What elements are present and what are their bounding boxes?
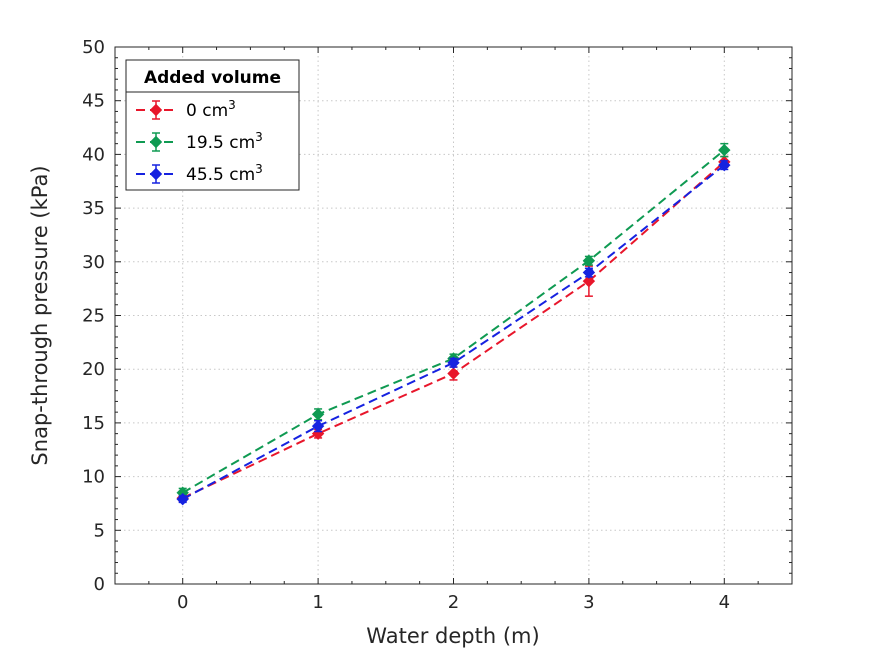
legend-label: 0 cm3 [186, 98, 236, 121]
y-tick-label: 25 [82, 306, 105, 327]
data-point [176, 492, 189, 506]
y-tick-label: 15 [82, 413, 105, 434]
y-tick-label: 45 [82, 91, 105, 112]
data-point [718, 143, 731, 157]
y-axis-title: Snap-through pressure (kPa) [28, 165, 52, 465]
series-line [182, 164, 725, 501]
y-tick-label: 30 [82, 252, 105, 273]
y-tick-label: 35 [82, 198, 105, 219]
legend-marker [149, 103, 163, 117]
legend-marker [149, 135, 163, 149]
x-tick-label: 3 [583, 592, 594, 613]
legend-label: 19.5 cm3 [186, 130, 263, 153]
legend-title: Added volume [144, 68, 281, 88]
legend-entry-2: 45.5 cm3 [136, 162, 263, 185]
legend-superscript: 3 [228, 98, 236, 112]
y-tick-label: 10 [82, 467, 105, 488]
x-tick-label: 2 [448, 592, 459, 613]
legend-entry-1: 19.5 cm3 [136, 130, 263, 153]
x-tick-label: 0 [177, 592, 188, 613]
legend-label: 45.5 cm3 [186, 162, 263, 185]
legend-box [125, 59, 300, 191]
x-axis-title: Water depth (m) [366, 624, 539, 648]
data-point [447, 367, 460, 380]
legend-marker [149, 167, 163, 181]
data-point [311, 408, 325, 421]
x-tick-label: 1 [312, 592, 323, 613]
data-point [582, 274, 596, 288]
y-tick-label: 0 [94, 574, 105, 595]
series-layer [176, 142, 731, 506]
legend-entry-0: 0 cm3 [136, 98, 236, 121]
legend-superscript: 3 [255, 162, 263, 176]
y-tick-label: 40 [82, 144, 105, 165]
x-tick-label: 4 [719, 592, 730, 613]
legend-superscript: 3 [255, 130, 263, 144]
y-tick-label: 5 [94, 520, 105, 541]
data-point [582, 266, 596, 279]
legend: Added volume 0 cm3 19.5 cm3 45.5 cm3 [125, 59, 300, 191]
data-point [447, 356, 460, 369]
data-point [582, 254, 596, 267]
data-point [311, 419, 325, 433]
y-tick-label: 50 [82, 37, 105, 58]
series-2 [176, 158, 731, 506]
data-point [718, 158, 731, 172]
y-tick-label: 20 [82, 359, 105, 380]
